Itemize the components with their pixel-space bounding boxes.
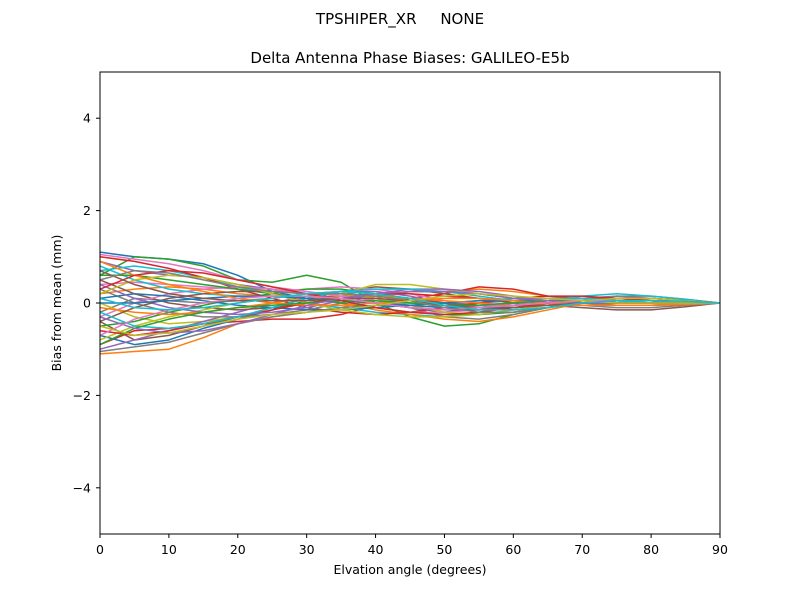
chart-title: Delta Antenna Phase Biases: GALILEO-E5b (250, 49, 569, 67)
x-tick-label: 50 (436, 542, 452, 557)
x-tick-label: 0 (96, 542, 104, 557)
x-tick-label: 70 (574, 542, 590, 557)
chart-suptitle: TPSHIPER_XR NONE (315, 10, 484, 29)
y-tick-label: 0 (83, 296, 91, 311)
y-tick-label: 2 (83, 203, 91, 218)
x-tick-label: 60 (505, 542, 521, 557)
x-tick-label: 90 (712, 542, 728, 557)
x-tick-label: 80 (643, 542, 659, 557)
series-line (99, 293, 720, 337)
x-tick-label: 20 (230, 542, 246, 557)
y-tick-label: 4 (83, 111, 91, 126)
y-tick-label: −4 (73, 480, 91, 495)
x-tick-label: 30 (299, 542, 315, 557)
x-tick-label: 40 (368, 542, 384, 557)
y-tick-label: −2 (73, 388, 91, 403)
x-tick-label: 10 (161, 542, 177, 557)
y-axis: −4 −2 0 2 4 (73, 111, 100, 495)
y-axis-label: Bias from mean (mm) (49, 235, 64, 372)
series-layer (99, 251, 721, 355)
series-line (99, 274, 721, 318)
x-axis: 0 10 20 30 40 50 60 70 80 90 (96, 534, 728, 557)
x-axis-label: Elvation angle (degrees) (333, 562, 486, 577)
series-line (99, 290, 721, 311)
